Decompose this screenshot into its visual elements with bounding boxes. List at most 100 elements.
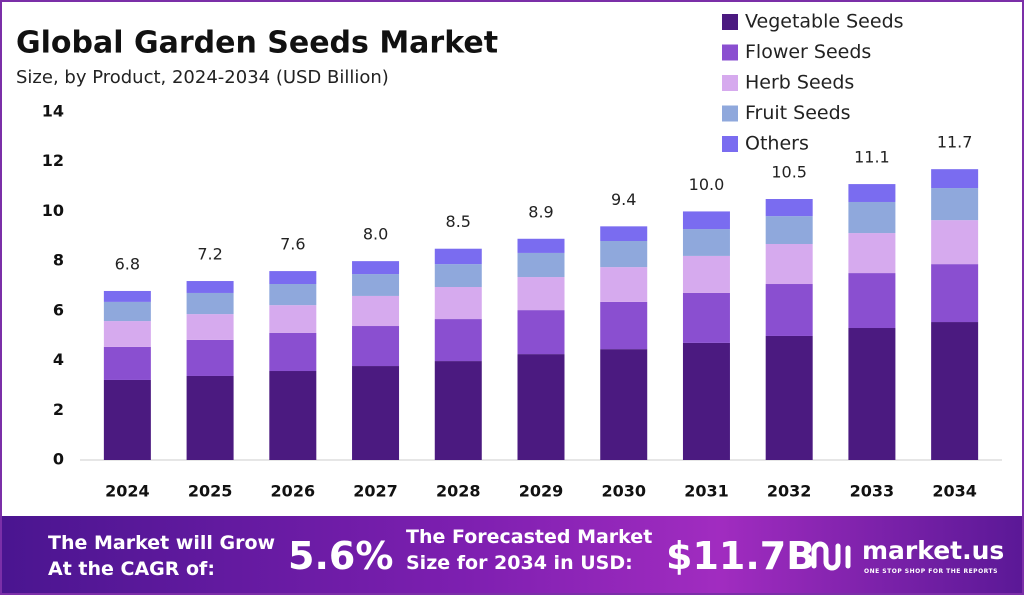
bar-segment <box>103 379 151 460</box>
bar-segment <box>186 339 234 376</box>
x-tick-label: 2034 <box>932 482 977 501</box>
legend-swatch <box>722 105 738 122</box>
bar-segment <box>600 301 648 350</box>
bar-segment <box>352 366 400 460</box>
x-tick-label: 2028 <box>436 482 481 501</box>
y-tick-label: 14 <box>42 102 64 121</box>
bar-segment <box>765 199 813 217</box>
x-tick-label: 2031 <box>684 482 729 501</box>
bar-segment <box>517 277 565 311</box>
bar-segment <box>269 305 317 333</box>
x-tick-label: 2027 <box>353 482 398 501</box>
bar-segment <box>600 226 648 242</box>
chart-title: Global Garden Seeds Market <box>16 26 498 61</box>
bar-segment <box>352 295 400 327</box>
legend-label: Herb Seeds <box>745 72 854 94</box>
legend-swatch <box>722 44 738 61</box>
total-label: 7.6 <box>280 235 305 254</box>
brand-tagline: ONE STOP SHOP FOR THE REPORTS <box>864 568 998 575</box>
bar-segment <box>682 255 730 293</box>
total-label: 11.7 <box>937 133 973 152</box>
legend-label: Fruit Seeds <box>745 102 851 124</box>
bar-segment <box>682 292 730 343</box>
bar-segment <box>186 292 234 315</box>
bar-segment <box>103 301 151 322</box>
cagr-text: At the CAGR of: <box>48 558 215 580</box>
legend-label: Others <box>745 133 809 155</box>
bar-segment <box>765 243 813 285</box>
y-tick-label: 2 <box>53 400 64 419</box>
cagr-value: 5.6% <box>288 534 394 578</box>
bar-segment <box>352 274 400 296</box>
bar-segment <box>186 314 234 340</box>
cagr-text: The Market will Grow <box>48 532 276 554</box>
bar-segment <box>517 238 565 253</box>
forecast-text: Size for 2034 in USD: <box>406 552 633 574</box>
forecast-text: The Forecasted Market <box>406 526 653 548</box>
bar-segment <box>931 220 979 265</box>
brand-name: market.us <box>862 536 1005 565</box>
bar-segment <box>434 286 482 320</box>
total-label: 6.8 <box>115 254 140 273</box>
y-tick-label: 4 <box>53 350 64 369</box>
bar-segment <box>352 261 400 275</box>
bar-segment <box>434 264 482 287</box>
total-label: 9.4 <box>611 190 636 209</box>
legend-swatch <box>722 14 738 30</box>
bar-segment <box>765 335 813 460</box>
bar-segment <box>269 332 317 372</box>
bar-segment <box>931 322 979 460</box>
bar-segment <box>103 290 151 302</box>
bar-segment <box>931 169 979 189</box>
footer-banner: The Market will Grow At the CAGR of: 5.6… <box>2 516 1022 593</box>
bar-segment <box>434 248 482 265</box>
x-tick-label: 2033 <box>850 482 895 501</box>
bar-segment <box>765 284 813 336</box>
y-tick-label: 6 <box>53 300 64 319</box>
bar-segment <box>600 241 648 268</box>
x-tick-label: 2025 <box>188 482 233 501</box>
legend-swatch <box>722 75 738 91</box>
bar-segment <box>269 271 317 285</box>
bar-segment <box>103 346 151 380</box>
y-tick-label: 12 <box>42 151 64 170</box>
x-tick-label: 2032 <box>767 482 812 501</box>
x-tick-label: 2029 <box>519 482 564 501</box>
bar-segment <box>517 354 565 460</box>
bar-segment <box>600 267 648 302</box>
bar-segment <box>269 371 317 460</box>
x-tick-label: 2024 <box>105 482 150 501</box>
total-label: 8.9 <box>528 202 553 221</box>
bar-segment <box>434 361 482 460</box>
bar-segment <box>682 229 730 256</box>
total-label: 8.5 <box>446 212 471 231</box>
legend-label: Vegetable Seeds <box>745 11 904 33</box>
bar-segment <box>352 326 400 367</box>
bar-segment <box>269 284 317 306</box>
bar-segment <box>103 321 151 347</box>
bar-segment <box>434 319 482 362</box>
total-label: 10.0 <box>689 175 725 194</box>
total-label: 11.1 <box>854 148 890 167</box>
chart: Global Garden Seeds Market Size, by Prod… <box>16 11 1002 501</box>
forecast-value: $11.7B <box>666 534 816 578</box>
brand-logo <box>811 541 851 571</box>
bar-segment <box>186 281 234 293</box>
bar-segment <box>682 211 730 230</box>
legend-label: Flower Seeds <box>745 41 871 63</box>
chart-subtitle: Size, by Product, 2024-2034 (USD Billion… <box>16 67 389 88</box>
y-tick-label: 8 <box>53 251 64 270</box>
bar-segment <box>848 233 896 274</box>
bar-segment <box>848 273 896 329</box>
bar-segment <box>848 184 896 202</box>
bar-segment <box>682 342 730 460</box>
bar-segment <box>931 264 979 323</box>
bar-segment <box>517 310 565 355</box>
y-tick-label: 10 <box>42 201 64 220</box>
bar-segment <box>517 252 565 278</box>
legend-swatch <box>722 136 738 152</box>
bar-segment <box>848 201 896 234</box>
bar-segment <box>765 216 813 244</box>
bar-segment <box>931 188 979 221</box>
